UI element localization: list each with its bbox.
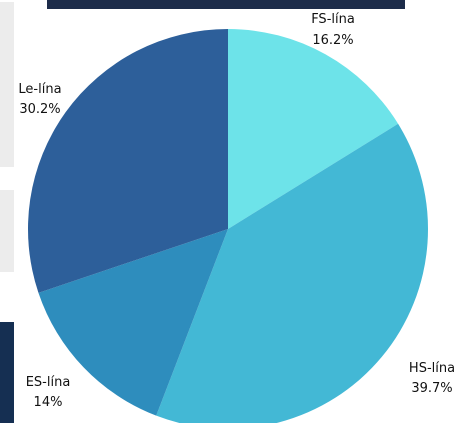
side-panel <box>0 190 14 272</box>
slice-value-fs: 16.2% <box>312 33 353 48</box>
pie-slice-le <box>27 29 228 293</box>
pie-slices <box>27 29 428 423</box>
pie-slice-hs <box>156 123 428 423</box>
slice-value-es: 14% <box>34 395 63 410</box>
slice-value-hs: 39.7% <box>411 381 452 396</box>
slice-label-hs: HS-lína <box>409 361 455 376</box>
slice-label-fs: FS-lína <box>311 12 355 27</box>
header-bar <box>47 0 405 9</box>
slice-value-le: 30.2% <box>19 102 60 117</box>
side-panel <box>0 2 14 167</box>
side-panel <box>0 322 14 423</box>
slice-label-le: Le-lína <box>18 82 61 97</box>
pie-labels: FS-lína 16.2% HS-lína 39.7% ES-lína 14% … <box>18 12 455 410</box>
pie-slice-fs <box>228 29 399 229</box>
slice-label-es: ES-lína <box>26 375 71 390</box>
pie-slice-es <box>38 229 229 416</box>
